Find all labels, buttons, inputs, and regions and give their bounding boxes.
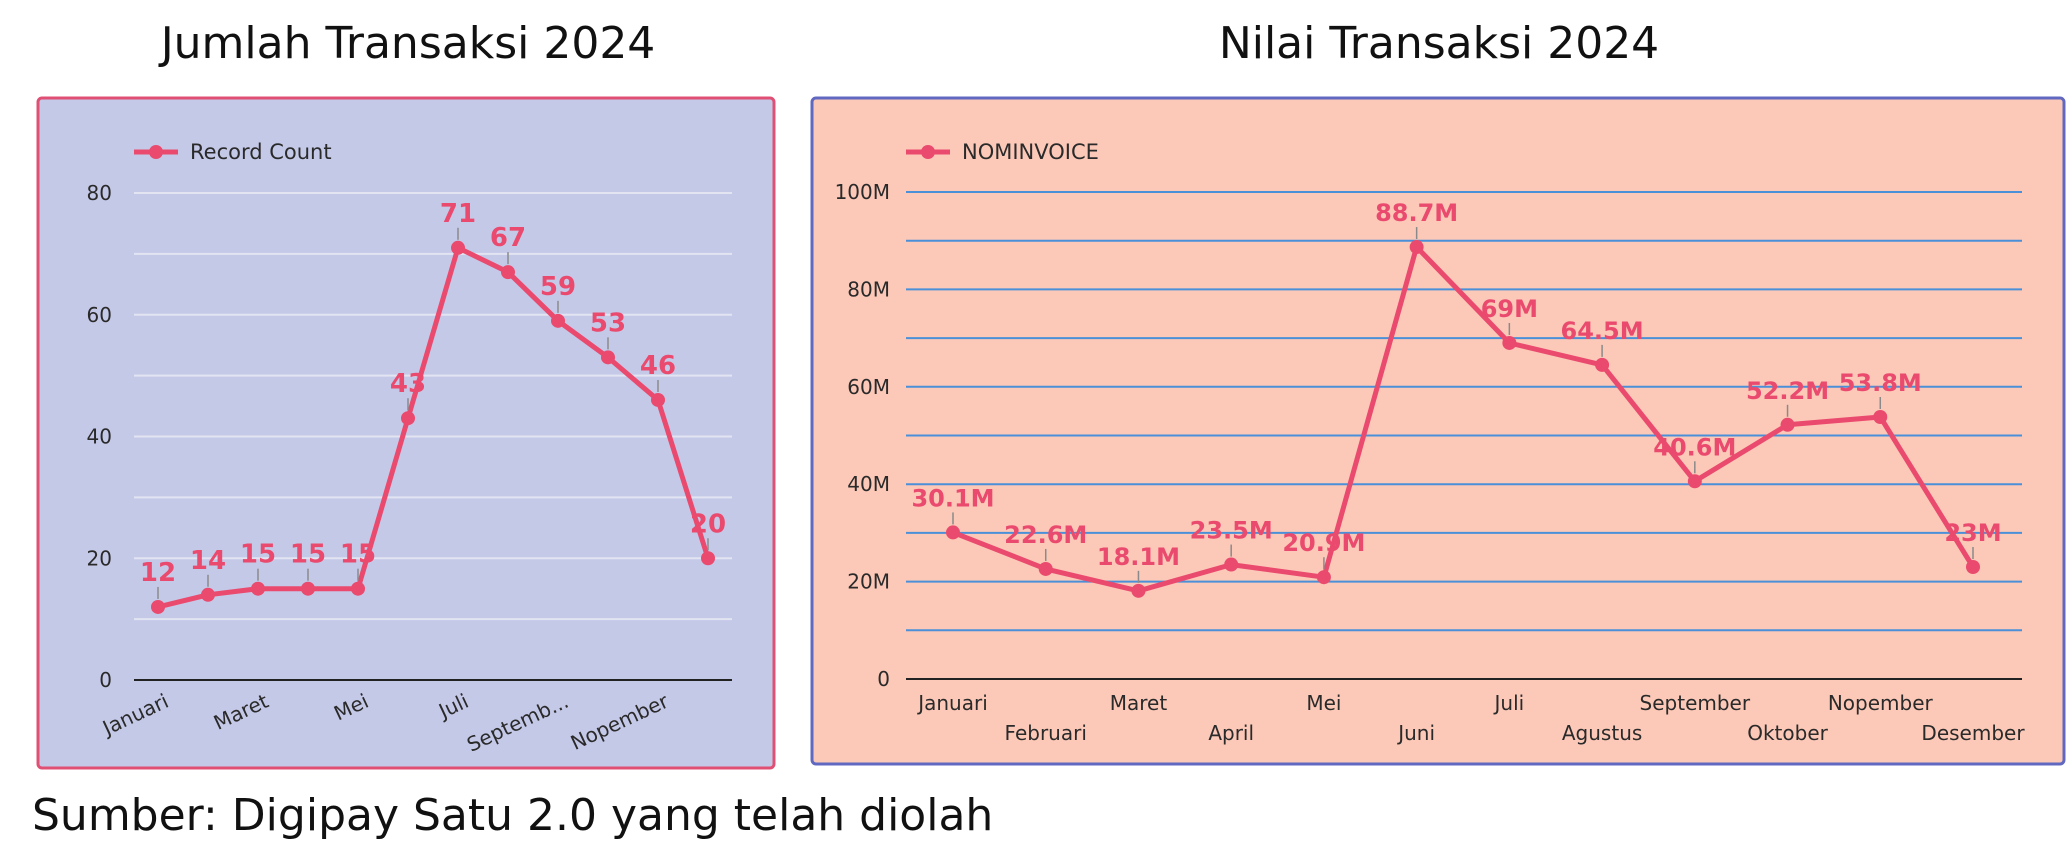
chart-nilai-transaksi: 0 20M 40M 60M 80M 100M Januari Februari Maret Apr… — [810, 96, 2066, 766]
y-tick-label: 60M — [847, 375, 890, 399]
data-label: 12 — [140, 558, 176, 588]
data-label: 52.2M — [1746, 377, 1829, 405]
data-point — [946, 525, 960, 540]
y-tick-label: 0 — [877, 667, 890, 691]
data-label: 15 — [340, 540, 376, 570]
y-tick-label: 80M — [847, 277, 890, 301]
chart-title-nilai-transaksi: Nilai Transaksi 2024 — [1218, 18, 1660, 69]
data-point — [151, 599, 165, 614]
data-label: 53.8M — [1839, 369, 1922, 397]
x-tick-label: September — [1640, 691, 1751, 715]
data-label: 20.9M — [1282, 529, 1365, 557]
data-point — [701, 551, 715, 566]
data-point — [301, 581, 315, 596]
x-tick-label: Februari — [1005, 721, 1087, 745]
data-point — [251, 581, 265, 596]
data-point — [451, 240, 465, 255]
series-line — [155, 245, 711, 610]
chart-background — [810, 96, 2066, 766]
data-label: 40.6M — [1653, 433, 1736, 461]
y-tick-label: 60 — [87, 303, 112, 327]
data-point — [401, 411, 415, 426]
data-point — [551, 313, 565, 328]
data-point — [601, 350, 615, 365]
data-label: 46 — [640, 351, 676, 381]
x-tick-label: Desember — [1921, 721, 2025, 745]
data-point — [1595, 357, 1610, 372]
legend-label: Record Count — [190, 140, 332, 164]
legend-marker — [149, 145, 163, 159]
x-tick-label: Nopember — [1828, 691, 1934, 715]
data-point — [201, 587, 215, 602]
series-line — [950, 244, 1976, 594]
chart-panel-jumlah-transaksi: 0 20 40 60 80 Januari Maret Mei Juli Septemb... No… — [36, 96, 776, 770]
data-point — [1316, 570, 1331, 585]
data-label: 15 — [240, 540, 276, 570]
data-point — [1224, 557, 1239, 572]
data-label: 67 — [490, 223, 526, 253]
x-tick-label: Juli — [1493, 691, 1525, 715]
data-point — [1873, 409, 1888, 424]
data-label: 15 — [290, 540, 326, 570]
data-label: 23M — [1944, 519, 2001, 547]
x-tick-label: Agustus — [1562, 721, 1642, 745]
y-tick-label: 100M — [835, 180, 890, 204]
x-tick-label: Januari — [916, 691, 988, 715]
data-point — [501, 265, 515, 280]
data-point — [1502, 335, 1517, 350]
data-point — [1687, 474, 1702, 489]
data-label: 43 — [390, 369, 426, 399]
x-tick-label: Maret — [1110, 691, 1168, 715]
data-point — [1038, 561, 1053, 576]
data-point — [1131, 583, 1146, 598]
y-tick-label: 20M — [847, 570, 890, 594]
data-label: 22.6M — [1004, 521, 1087, 549]
x-tick-label: Mei — [1306, 691, 1341, 715]
legend-label: NOMINVOICE — [962, 140, 1099, 164]
data-label: 14 — [190, 546, 226, 576]
data-label: 30.1M — [911, 484, 994, 512]
data-label: 53 — [590, 308, 626, 338]
y-tick-label: 40 — [87, 425, 112, 449]
source-note: Sumber: Digipay Satu 2.0 yang telah diol… — [32, 790, 994, 841]
legend-marker — [921, 145, 935, 159]
y-tick-label: 20 — [87, 546, 112, 570]
data-label: 64.5M — [1561, 317, 1644, 345]
data-label: 18.1M — [1097, 543, 1180, 571]
data-point — [351, 581, 365, 596]
y-tick-label: 80 — [87, 181, 112, 205]
data-point — [1780, 417, 1795, 432]
data-point — [1409, 240, 1424, 255]
data-point — [1966, 559, 1980, 574]
y-tick-label: 0 — [99, 668, 112, 692]
data-point — [651, 392, 665, 407]
data-label: 23.5M — [1190, 517, 1273, 545]
data-label: 69M — [1481, 295, 1538, 323]
data-label: 88.7M — [1375, 199, 1458, 227]
data-label: 71 — [440, 199, 476, 229]
x-tick-label: Juni — [1396, 721, 1435, 745]
chart-panel-nilai-transaksi: 0 20M 40M 60M 80M 100M Januari Februari Maret Apr… — [810, 96, 2066, 766]
x-tick-label: April — [1208, 721, 1254, 745]
x-tick-label: Oktober — [1747, 721, 1828, 745]
data-label: 59 — [540, 272, 576, 302]
chart-title-jumlah-transaksi: Jumlah Transaksi 2024 — [160, 18, 656, 69]
y-tick-label: 40M — [847, 472, 890, 496]
data-label: 20 — [690, 509, 726, 539]
